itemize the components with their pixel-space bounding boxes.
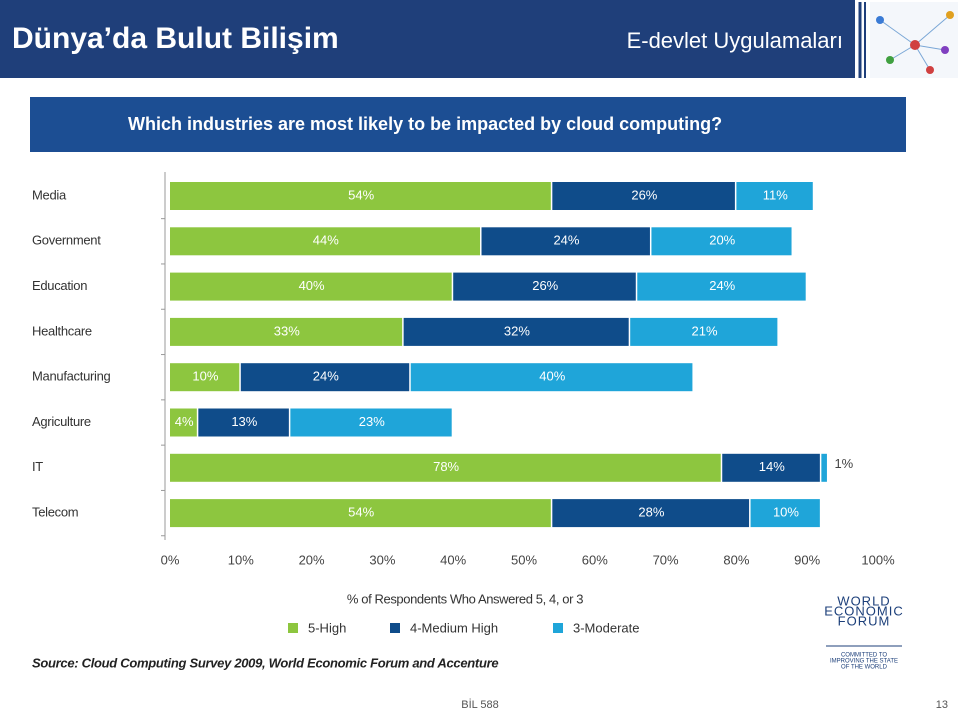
bar-segment [170, 227, 481, 256]
logo-motto: OF THE WORLD [841, 665, 888, 671]
chart-title: Which industries are most likely to be i… [128, 114, 722, 134]
x-tick-label: 30% [369, 552, 395, 567]
value-label: 40% [539, 369, 565, 384]
category-label: Telecom [32, 505, 78, 520]
category-label: Manufacturing [32, 369, 111, 384]
bar-segment [240, 363, 410, 392]
value-label: 24% [313, 369, 339, 384]
bar-segment [170, 272, 452, 301]
bar-segment [170, 499, 551, 528]
footer: BİL 588 [461, 698, 499, 711]
value-label: 14% [759, 459, 785, 474]
value-label: 11% [763, 187, 788, 202]
bar-segment [552, 499, 750, 528]
value-label: 10% [192, 369, 218, 384]
value-label: 23% [359, 414, 385, 429]
x-tick-label: 10% [228, 552, 254, 567]
legend-label: 3-Moderate [573, 620, 639, 635]
bar-segment [722, 453, 820, 482]
legend-swatch [288, 623, 298, 633]
x-tick-label: 80% [723, 552, 749, 567]
legend-swatch [390, 623, 400, 633]
header-image [870, 2, 958, 78]
x-tick-label: 100% [861, 552, 895, 567]
bar-segment [410, 363, 693, 392]
bar-segment [290, 408, 452, 437]
x-tick-label: 60% [582, 552, 608, 567]
value-label: 1% [834, 456, 853, 471]
value-label: 21% [692, 323, 718, 338]
value-label: 4% [175, 414, 194, 429]
value-label: 44% [313, 233, 339, 248]
category-label: Government [32, 233, 101, 248]
x-axis-label: % of Respondents Who Answered 5, 4, or 3 [347, 591, 583, 606]
bar-segment [821, 453, 827, 482]
legend-swatch [553, 623, 563, 633]
x-tick-label: 50% [511, 552, 537, 567]
logo-motto: IMPROVING THE STATE [830, 659, 898, 665]
category-label: Healthcare [32, 323, 92, 338]
logo-text: FORUM [838, 613, 891, 628]
slide-title: Dünya’da Bulut Bilişim [12, 22, 339, 55]
source: Source: Cloud Computing Survey 2009, Wor… [32, 655, 498, 670]
value-label: 33% [274, 323, 300, 338]
x-tick-label: 90% [794, 552, 820, 567]
bar-segment [552, 182, 735, 210]
category-label: Media [32, 187, 67, 202]
value-label: 26% [532, 278, 558, 293]
chart-title-bar [30, 97, 906, 152]
x-tick-label: 40% [440, 552, 466, 567]
bar-segment [170, 408, 197, 437]
bar-segment [403, 317, 629, 346]
bar-segment [630, 317, 778, 346]
bar-segment [170, 317, 403, 346]
value-label: 20% [709, 233, 735, 248]
bar-segment [651, 227, 792, 256]
value-label: 54% [348, 505, 374, 520]
bar-segment [736, 182, 813, 210]
bar-segment [170, 182, 551, 210]
bar-segment [170, 363, 240, 392]
slide-subtitle: E-devlet Uygulamaları [627, 28, 843, 53]
bar-segment [481, 227, 650, 256]
value-label: 26% [631, 187, 657, 202]
category-label: Education [32, 278, 87, 293]
value-label: 32% [504, 323, 530, 338]
value-label: 28% [638, 505, 664, 520]
value-label: 24% [553, 233, 579, 248]
value-label: 54% [348, 187, 374, 202]
value-label: 10% [773, 505, 799, 520]
legend-label: 5-High [308, 620, 346, 635]
logo-motto: COMMITTED TO [841, 653, 887, 659]
category-label: IT [32, 459, 43, 474]
logo: WORLD ECONOMIC FORUM COMMITTED TO IMPROV… [824, 593, 904, 671]
bar-segment [198, 408, 289, 437]
x-tick-label: 0% [161, 552, 180, 567]
category-label: Agriculture [32, 414, 91, 429]
logo-text: WORLD [837, 593, 890, 608]
x-tick-label: 70% [653, 552, 679, 567]
bar-segment [750, 499, 820, 528]
bar-segment [170, 453, 721, 482]
bar-segment [453, 272, 636, 301]
x-tick-label: 20% [299, 552, 325, 567]
header-bar [0, 0, 855, 78]
value-label: 24% [709, 278, 735, 293]
legend-label: 4-Medium High [410, 620, 498, 635]
logo-text: ECONOMIC [824, 603, 904, 618]
bar-segment [637, 272, 806, 301]
value-label: 13% [231, 414, 257, 429]
page-number: 13 [936, 699, 948, 711]
value-label: 40% [299, 278, 325, 293]
value-label: 78% [433, 459, 459, 474]
